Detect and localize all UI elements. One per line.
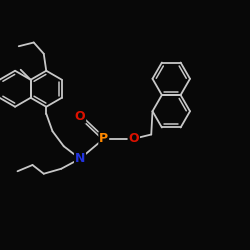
Text: O: O — [75, 110, 85, 123]
Text: N: N — [75, 152, 85, 165]
Text: O: O — [128, 132, 139, 145]
Text: P: P — [99, 132, 108, 145]
